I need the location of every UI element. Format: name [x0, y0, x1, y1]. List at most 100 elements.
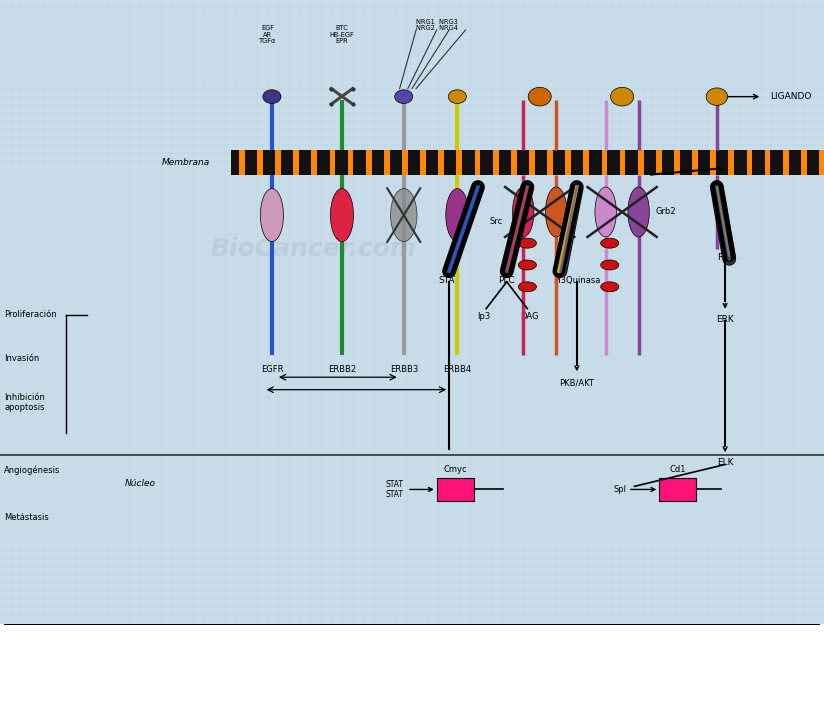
- Ellipse shape: [545, 187, 567, 237]
- Ellipse shape: [260, 188, 283, 241]
- Text: (rojo): (rojo): [250, 642, 285, 652]
- Text: Ip3: Ip3: [477, 312, 490, 321]
- Bar: [819, 149, 824, 175]
- Ellipse shape: [448, 90, 466, 104]
- Bar: [456, 149, 462, 175]
- Bar: [311, 149, 317, 175]
- Text: DAG: DAG: [521, 312, 539, 321]
- Text: (verde): (verde): [168, 642, 213, 652]
- Ellipse shape: [391, 188, 417, 241]
- Bar: [231, 149, 824, 175]
- Text: BTC
HB-EGF
EPR: BTC HB-EGF EPR: [330, 25, 354, 44]
- Text: Núcleo: Núcleo: [124, 478, 156, 488]
- Text: Angiogénesis: Angiogénesis: [4, 466, 60, 476]
- Bar: [239, 149, 245, 175]
- Text: LIGANDO: LIGANDO: [770, 92, 812, 102]
- Text: (azul): (azul): [91, 642, 127, 652]
- Text: STAT
STAT: STAT STAT: [386, 480, 404, 499]
- Bar: [366, 149, 372, 175]
- Bar: [583, 149, 589, 175]
- Ellipse shape: [706, 88, 728, 105]
- Ellipse shape: [601, 282, 619, 291]
- Text: STAT: STAT: [438, 276, 460, 285]
- Bar: [728, 149, 734, 175]
- Bar: [659, 478, 696, 501]
- Text: a un ligando, mientras ERBB3 es tirosina quinasa defectuoso. Se muestran los die: a un ligando, mientras ERBB3 es tirosina…: [7, 679, 579, 689]
- Text: Invasión: Invasión: [4, 354, 40, 363]
- Bar: [747, 149, 752, 175]
- Text: EGFR: EGFR: [260, 365, 283, 374]
- Bar: [348, 149, 353, 175]
- Bar: [547, 149, 553, 175]
- Bar: [565, 149, 571, 175]
- Ellipse shape: [518, 282, 536, 291]
- Text: Membrana: Membrana: [162, 157, 210, 167]
- Ellipse shape: [263, 90, 281, 104]
- Bar: [511, 149, 517, 175]
- Bar: [330, 149, 335, 175]
- Text: ,: ,: [207, 642, 214, 652]
- Bar: [275, 149, 281, 175]
- Bar: [529, 149, 535, 175]
- Ellipse shape: [446, 188, 469, 241]
- Text: (amarillo): (amarillo): [333, 642, 394, 652]
- Bar: [402, 149, 408, 175]
- Bar: [437, 478, 474, 501]
- Text: de la familia EGFR.: de la familia EGFR.: [7, 715, 112, 725]
- Ellipse shape: [513, 187, 534, 237]
- Text: ERK: ERK: [716, 315, 734, 325]
- Text: ERBB4: ERBB4: [299, 642, 344, 652]
- Ellipse shape: [528, 87, 551, 106]
- Bar: [710, 149, 716, 175]
- Text: SOS: SOS: [725, 157, 742, 167]
- Text: ERBB3: ERBB3: [390, 365, 418, 374]
- Text: Cd1: Cd1: [670, 465, 686, 474]
- Text: BioCancer.com: BioCancer.com: [210, 237, 416, 262]
- Text: PLC: PLC: [499, 276, 515, 285]
- Bar: [602, 149, 607, 175]
- Bar: [801, 149, 807, 175]
- Text: Figura 2:: Figura 2:: [7, 642, 67, 652]
- Bar: [692, 149, 698, 175]
- Bar: [765, 149, 770, 175]
- Bar: [656, 149, 662, 175]
- Text: Spl: Spl: [613, 485, 626, 494]
- Text: Grb2: Grb2: [655, 207, 676, 217]
- Bar: [638, 149, 644, 175]
- Text: PI3Quinasa: PI3Quinasa: [553, 276, 601, 285]
- Bar: [257, 149, 263, 175]
- Text: Metástasis: Metástasis: [4, 513, 49, 522]
- Bar: [493, 149, 499, 175]
- Bar: [420, 149, 426, 175]
- Ellipse shape: [518, 239, 536, 248]
- Text: NRG1  NRG3
NRG2  NRG4: NRG1 NRG3 NRG2 NRG4: [416, 19, 458, 31]
- Ellipse shape: [601, 239, 619, 248]
- Bar: [293, 149, 299, 175]
- Ellipse shape: [611, 87, 634, 106]
- Text: Src: Src: [489, 217, 503, 226]
- Text: ELK: ELK: [717, 458, 733, 468]
- Ellipse shape: [595, 187, 616, 237]
- Ellipse shape: [628, 187, 649, 237]
- Text: EGF
AR
TGFα: EGF AR TGFα: [259, 25, 277, 44]
- Bar: [783, 149, 789, 175]
- Bar: [475, 149, 480, 175]
- Ellipse shape: [330, 188, 353, 241]
- Text: ERBB2: ERBB2: [328, 365, 356, 374]
- Text: PKB/AKT: PKB/AKT: [559, 378, 594, 387]
- Text: EGFR: EGFR: [63, 642, 100, 652]
- Ellipse shape: [518, 260, 536, 270]
- Text: Ras: Ras: [717, 252, 733, 262]
- Ellipse shape: [601, 260, 619, 270]
- Bar: [438, 149, 444, 175]
- Text: Proliferación: Proliferación: [4, 310, 57, 320]
- Text: ERBB2: ERBB2: [134, 642, 179, 652]
- Text: ERBB4: ERBB4: [443, 365, 471, 374]
- Bar: [620, 149, 625, 175]
- Bar: [674, 149, 680, 175]
- Ellipse shape: [395, 90, 413, 104]
- Text: y: y: [284, 642, 297, 652]
- Text: Cmyc: Cmyc: [444, 465, 467, 474]
- Text: ,: ,: [124, 642, 131, 652]
- Text: ERBB3: ERBB3: [217, 642, 262, 652]
